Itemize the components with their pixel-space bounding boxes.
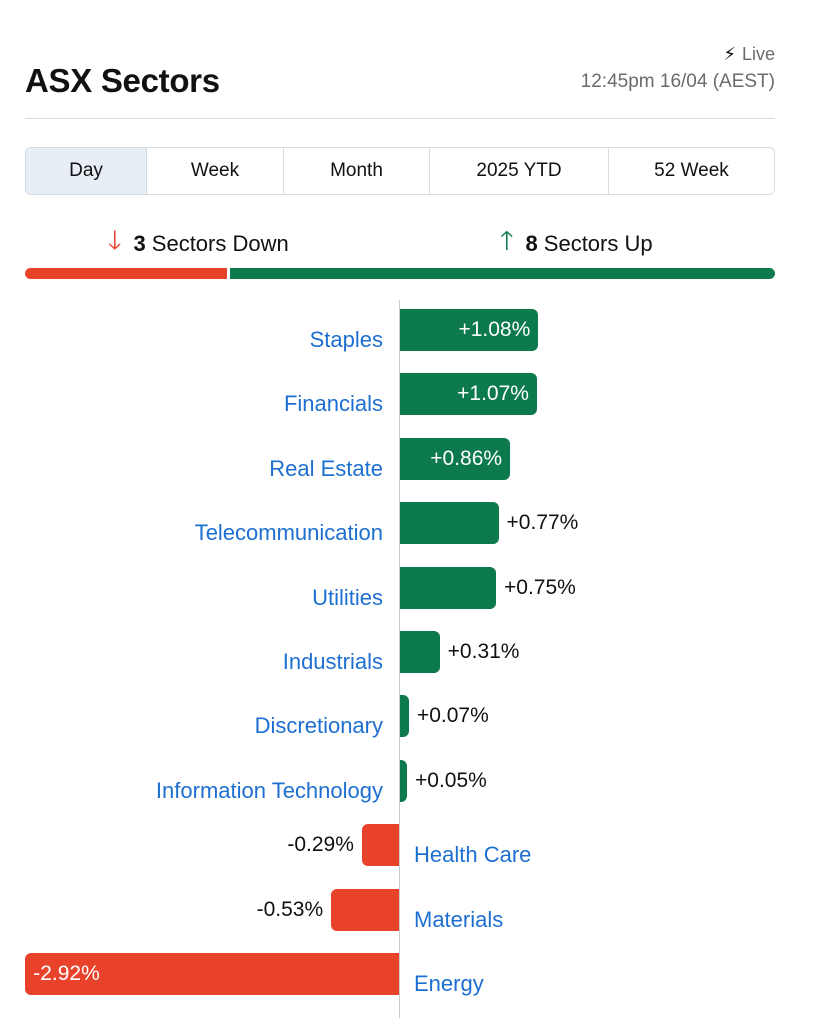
sector-row: -0.53% Materials — [0, 888, 836, 932]
sector-bar[interactable] — [25, 953, 399, 995]
sector-value-label: -0.53% — [256, 897, 324, 921]
sector-bar[interactable] — [400, 566, 496, 609]
sector-row: +0.31% Industrials — [0, 631, 836, 674]
sector-row: +0.05% Information Technology — [0, 759, 836, 803]
sectors-up-count: 8 — [525, 231, 538, 256]
sector-row: -2.92% Energy — [0, 953, 836, 996]
live-indicator: ⚡︎ Live — [723, 44, 775, 65]
sector-bar[interactable] — [400, 631, 440, 673]
sector-bar[interactable] — [400, 309, 539, 351]
sector-row: +0.77% Telecommunication — [0, 502, 836, 546]
sector-value-label: +0.31% — [447, 640, 520, 663]
sector-value-label: +0.77% — [506, 511, 579, 535]
sectors-down-summary: 🡓 3 Sectors Down — [108, 222, 289, 266]
sector-value-label: -2.92% — [33, 962, 100, 985]
tab-month[interactable]: Month — [284, 148, 430, 194]
sector-value-label: +0.07% — [416, 704, 489, 728]
sector-row: +0.07% Discretionary — [0, 695, 836, 739]
sectors-up-summary: 🡑 8 Sectors Up — [500, 222, 653, 266]
sector-bar[interactable] — [400, 373, 537, 416]
arrow-up-icon: 🡑 — [500, 225, 514, 255]
sector-value-label: +1.08% — [458, 318, 531, 341]
sector-value-label: -0.29% — [287, 833, 354, 857]
sector-bar[interactable] — [400, 759, 407, 802]
sector-value-label: +0.75% — [504, 575, 576, 599]
sector-bar[interactable] — [361, 824, 399, 867]
sector-value-label: +1.07% — [457, 382, 529, 406]
ratio-up-segment — [229, 268, 775, 279]
live-label: Live — [741, 44, 775, 64]
sector-row: -0.29% Health Care — [0, 824, 836, 868]
sector-name-link[interactable]: Industrials — [282, 649, 383, 674]
timestamp: 12:45pm 16/04 (AEST) — [580, 71, 775, 92]
lightning-bolt-icon: ⚡︎ — [723, 44, 736, 64]
sector-name-link[interactable]: Health Care — [414, 842, 532, 868]
sectors-down-label: Sectors Down — [151, 231, 289, 256]
sector-name-link[interactable]: Materials — [414, 906, 504, 932]
sector-name-link[interactable]: Real Estate — [269, 455, 383, 481]
sector-bar[interactable] — [400, 502, 499, 545]
sector-bar[interactable] — [400, 437, 511, 480]
sector-name-link[interactable]: Energy — [414, 971, 484, 996]
sector-value-label: +0.86% — [430, 446, 503, 470]
sector-name-link[interactable]: Financials — [283, 391, 383, 417]
sector-row: +0.86% Real Estate — [0, 437, 836, 481]
tab-day[interactable]: Day — [26, 148, 147, 194]
sector-row: +1.07% Financials — [0, 373, 836, 417]
sectors-up-label: Sectors Up — [543, 231, 653, 256]
period-tabs: Day Week Month 2025 YTD 52 Week — [25, 147, 775, 195]
chart-zero-axis — [399, 300, 400, 1018]
widget-header: ASX Sectors ⚡︎ Live 12:45pm 16/04 (AEST) — [25, 40, 775, 119]
sector-row: +0.75% Utilities — [0, 566, 836, 610]
widget-title: ASX Sectors — [25, 62, 220, 99]
arrow-down-icon: 🡓 — [108, 225, 122, 255]
tab-52-week[interactable]: 52 Week — [609, 148, 774, 194]
tab-2025-ytd[interactable]: 2025 YTD — [430, 148, 609, 194]
sector-value-label: +0.05% — [415, 768, 487, 792]
sector-name-link[interactable]: Information Technology — [155, 777, 383, 803]
sector-name-link[interactable]: Discretionary — [254, 713, 383, 739]
ratio-down-segment — [25, 268, 227, 279]
tab-week[interactable]: Week — [147, 148, 284, 194]
sector-bar[interactable] — [331, 888, 399, 931]
sector-row: +1.08% Staples — [0, 309, 836, 352]
sector-name-link[interactable]: Utilities — [312, 584, 383, 610]
sector-name-link[interactable]: Telecommunication — [194, 520, 383, 546]
sector-name-link[interactable]: Staples — [309, 327, 383, 352]
sectors-down-count: 3 — [133, 231, 146, 256]
up-down-ratio-bar — [25, 268, 775, 279]
sector-bar[interactable] — [400, 695, 409, 738]
